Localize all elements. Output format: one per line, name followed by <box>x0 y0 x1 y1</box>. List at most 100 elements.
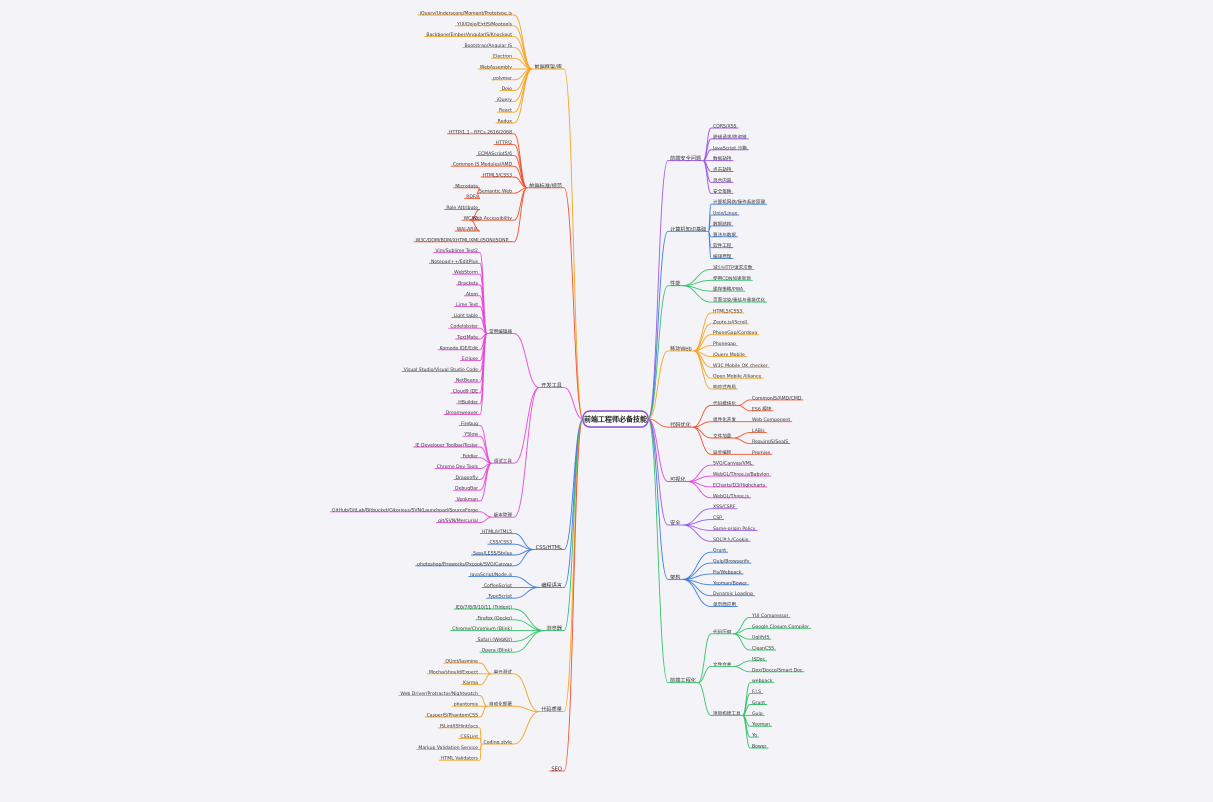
leaf-label: 单页面应用 <box>713 601 736 608</box>
leaf-label: photoshop/Fireworks/Pxcook/SVG/Canvas <box>417 561 512 567</box>
connector <box>647 418 669 580</box>
leaf-label: Dox/Docco/Smart Doc <box>752 667 803 673</box>
leaf-label: ECharts/D3/Highcharts <box>713 482 766 488</box>
leaf-label: Grunt <box>713 548 726 554</box>
leaf-label: YUI Compressor <box>751 613 789 619</box>
leaf-label: IE6/7/8/9/10/11 (Trident) <box>456 605 512 611</box>
connector <box>513 68 533 124</box>
connector <box>479 462 493 502</box>
leaf-label: HTTP/2 <box>496 140 512 146</box>
connector <box>693 350 712 390</box>
branch-label: 安全 <box>670 519 681 527</box>
branch-label: CSS/HTML <box>536 545 563 551</box>
connector <box>470 219 481 232</box>
leaf-label: WAI-ARIA <box>457 227 479 233</box>
leaf-label: 编译原理 <box>713 253 732 260</box>
leaf-label: JSDoc <box>751 656 766 662</box>
leaf-label: IE Developer Toolbar/Tester <box>415 443 478 449</box>
leaf-label: Promise <box>752 450 770 456</box>
leaf-label: Gulp <box>752 711 763 717</box>
connector <box>479 743 482 761</box>
leaf-label: 页面渲染/重绘与重排优化 <box>713 297 765 304</box>
leaf-label: DebugBar <box>455 486 478 492</box>
connector <box>563 418 584 772</box>
leaf-label: NetBeans <box>456 378 479 384</box>
leaf-label: 安全策略 <box>713 188 732 195</box>
leaf-label: CommonJS/AMD/CMD <box>752 395 802 401</box>
leaf-label: Brackets <box>458 281 479 287</box>
connector <box>702 160 712 194</box>
leaf-label: TypeScript <box>487 594 512 600</box>
leaf-label: Firebug <box>461 421 478 427</box>
leaf-label: Cloud9 IDE <box>453 389 478 395</box>
leaf-label: HTML Validators <box>441 756 479 762</box>
branch-label: 代码质量 <box>541 705 562 713</box>
leaf-label: Firefox (Gecko) <box>478 615 513 621</box>
leaf-label: Common JS Modules/AMD <box>453 162 513 168</box>
leaf-label: CasperJS/PhantomCSS <box>427 713 478 719</box>
leaf-label: Web Driver/Protractor/Nightwatch <box>400 691 478 697</box>
connector <box>563 418 584 632</box>
connector <box>697 633 712 684</box>
connector <box>647 418 669 526</box>
connector <box>479 673 492 686</box>
leaf-label: W3C Mobile OK checker <box>713 363 768 369</box>
leaf-label: HTML5/CSS3 <box>713 308 742 314</box>
leaf-label: WCAG <box>464 216 479 222</box>
root-box <box>582 410 649 428</box>
branch-label: 性能 <box>670 279 680 287</box>
connector <box>563 187 584 420</box>
leaf-label: HTML/HTML5 <box>482 529 512 535</box>
connector <box>479 333 488 416</box>
leaf-label: Electron <box>493 54 512 60</box>
branch-label: SEO <box>551 767 562 773</box>
node-label: 文件加载 <box>713 433 732 440</box>
branch-label: 编程语言 <box>541 581 562 589</box>
leaf-label: Role Attribute <box>446 205 478 211</box>
leaf-label: Notepad++/EditPlus <box>431 259 479 265</box>
connector <box>479 516 492 524</box>
node-label: 文件合并 <box>713 661 732 668</box>
leaf-label: Fis/Webpack <box>713 569 742 575</box>
leaf-label: 跨域请求/防盗链 <box>713 133 747 140</box>
branch-label: 前端工程化 <box>670 676 696 684</box>
connector <box>647 418 669 482</box>
leaf-label: Sass/LESS/Stylus <box>473 551 513 557</box>
node-label: 异步编程 <box>713 449 732 456</box>
leaf-label: RDFa <box>466 194 478 200</box>
leaf-label: Markup Validation Service <box>418 745 478 751</box>
leaf-label: Dynamic Loading <box>713 591 753 597</box>
leaf-label: Yeoman/Bower <box>712 580 747 586</box>
connector <box>476 192 481 200</box>
leaf-label: git/SVN/Mercurial <box>438 518 478 524</box>
leaf-label: Yeoman <box>751 722 770 728</box>
leaf-label: 点击劫持 <box>713 166 732 173</box>
connector <box>697 665 712 684</box>
leaf-label: JavaScript 沙箱 <box>712 144 747 151</box>
connector <box>733 665 751 673</box>
leaf-label: HTML5/CSS3 <box>483 173 512 179</box>
leaf-label: Chrome Dev Tools <box>437 464 479 470</box>
connector <box>697 682 712 716</box>
leaf-label: Web Component <box>752 417 790 423</box>
branch-label: 前端标准/规范 <box>529 181 562 189</box>
node-label: 常用编辑器 <box>489 328 512 335</box>
connector <box>707 230 712 259</box>
node-label: Coding style <box>483 740 512 746</box>
connector <box>513 387 540 518</box>
connector <box>692 426 712 455</box>
connector <box>513 630 545 653</box>
node-label: 单元测试 <box>494 668 513 675</box>
leaf-label: YUI/Dojo/ExtJS/Mootools <box>456 21 513 27</box>
leaf-label: 软件工程 <box>713 242 732 249</box>
leaf-label: TextMate <box>456 335 478 341</box>
connector <box>647 418 669 428</box>
leaf-label: HBuilder <box>458 399 478 405</box>
leaf-label: CSP <box>713 515 722 521</box>
leaf-label: YSlow <box>463 432 478 438</box>
leaf-label: jQuery <box>496 97 513 103</box>
leaf-label: UglifyJS <box>752 635 769 641</box>
node-label: 组件化开发 <box>713 416 736 423</box>
leaf-label: GitHub/GitLab/Bitbucket/Gitorious/SVN/La… <box>332 507 478 513</box>
